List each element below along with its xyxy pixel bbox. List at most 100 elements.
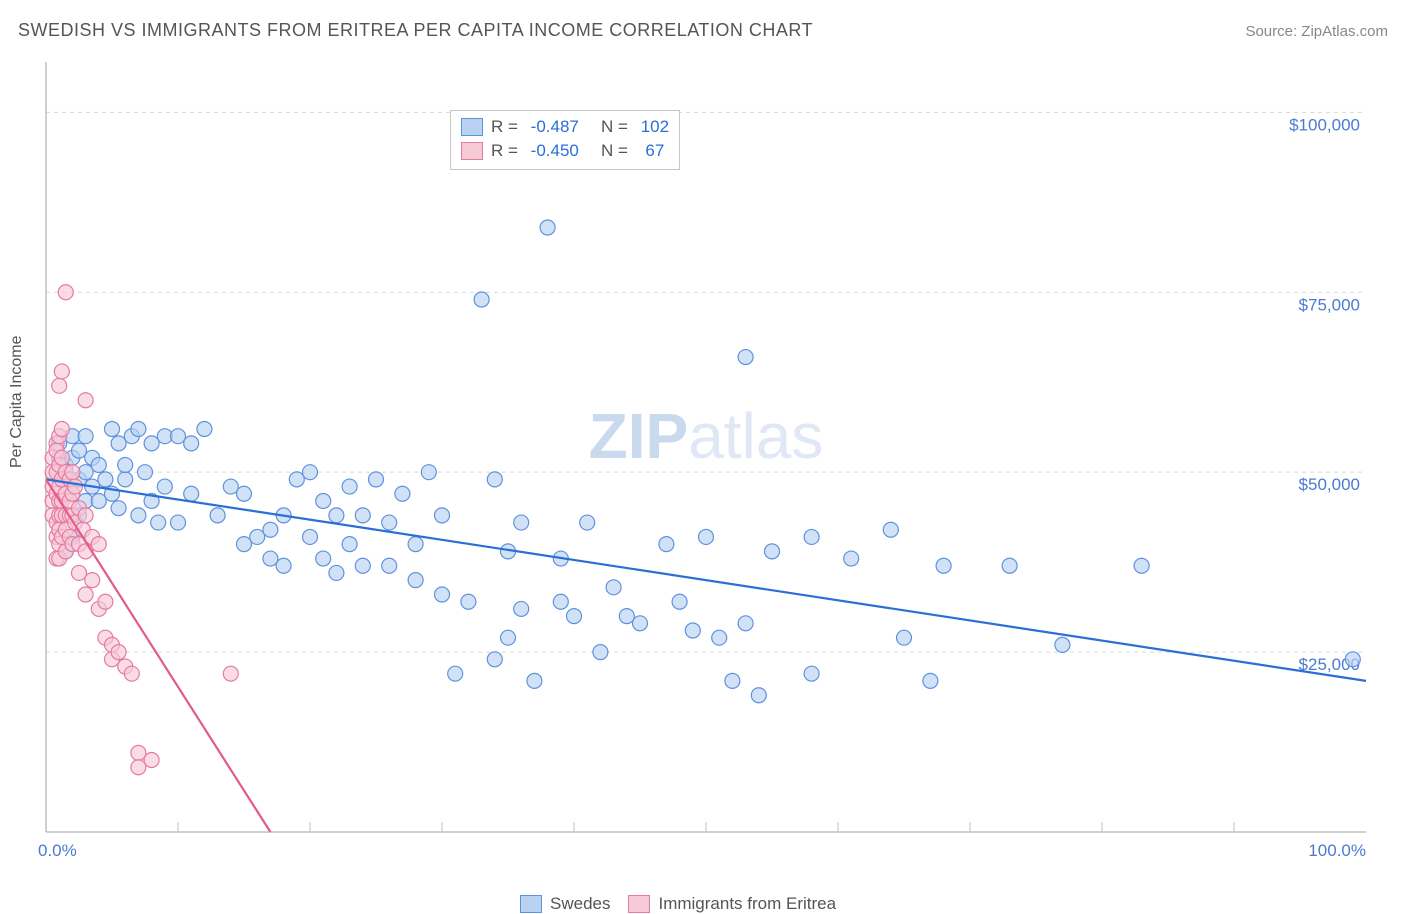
data-point [765,544,780,559]
data-point [725,673,740,688]
data-point [408,537,423,552]
data-point [619,609,634,624]
scatter-chart: $25,000$50,000$75,000$100,000ZIPatlas0.0… [0,48,1406,892]
data-point [461,594,476,609]
data-point [382,558,397,573]
data-point [527,673,542,688]
data-point [131,422,146,437]
data-point [118,472,133,487]
data-point [606,580,621,595]
data-point [157,479,172,494]
trend-line [46,479,270,832]
legend-item: Immigrants from Eritrea [628,894,836,914]
x-tick-label: 0.0% [38,841,77,860]
data-point [435,508,450,523]
legend-swatch [461,118,483,136]
data-point [659,537,674,552]
data-point [804,529,819,544]
data-point [65,465,80,480]
data-point [184,486,199,501]
data-point [131,745,146,760]
data-point [91,457,106,472]
data-point [751,688,766,703]
data-point [936,558,951,573]
data-point [250,529,265,544]
data-point [138,465,153,480]
data-point [553,594,568,609]
data-point [171,515,186,530]
trend-line [46,479,1366,680]
data-point [237,486,252,501]
data-point [1002,558,1017,573]
data-point [144,436,159,451]
data-point [276,558,291,573]
legend-label: Immigrants from Eritrea [658,894,836,914]
data-point [355,508,370,523]
data-point [111,501,126,516]
series-legend: Swedes Immigrants from Eritrea [520,894,836,914]
data-point [85,573,100,588]
data-point [633,616,648,631]
data-point [78,508,93,523]
data-point [303,529,318,544]
data-point [78,587,93,602]
legend-swatch [520,895,542,913]
x-tick-label: 100.0% [1308,841,1366,860]
data-point [52,378,67,393]
data-point [923,673,938,688]
data-point [738,350,753,365]
stats-row: R = -0.450 N = 67 [461,139,669,163]
data-point [1134,558,1149,573]
stats-row: R = -0.487 N = 102 [461,115,669,139]
data-point [91,493,106,508]
legend-swatch [628,895,650,913]
data-point [804,666,819,681]
data-point [487,652,502,667]
data-point [567,609,582,624]
data-point [712,630,727,645]
correlation-stats-box: R = -0.487 N = 102R = -0.450 N = 67 [450,110,680,170]
data-point [54,450,69,465]
data-point [593,645,608,660]
data-point [487,472,502,487]
data-point [223,479,238,494]
data-point [342,537,357,552]
data-point [699,529,714,544]
data-point [421,465,436,480]
data-point [329,565,344,580]
y-tick-label: $75,000 [1299,295,1360,314]
legend-label: Swedes [550,894,610,914]
data-point [448,666,463,681]
data-point [501,630,516,645]
data-point [171,429,186,444]
data-point [844,551,859,566]
data-point [197,422,212,437]
data-point [1055,637,1070,652]
data-point [72,565,87,580]
data-point [329,508,344,523]
data-point [342,479,357,494]
data-point [78,429,93,444]
data-point [474,292,489,307]
y-tick-label: $50,000 [1299,475,1360,494]
data-point [263,522,278,537]
data-point [580,515,595,530]
data-point [382,515,397,530]
data-point [289,472,304,487]
data-point [237,537,252,552]
data-point [672,594,687,609]
data-point [210,508,225,523]
data-point [316,493,331,508]
legend-swatch [461,142,483,160]
data-point [111,645,126,660]
data-point [68,479,83,494]
data-point [223,666,238,681]
data-point [58,285,73,300]
data-point [514,601,529,616]
data-point [435,587,450,602]
data-point [883,522,898,537]
y-tick-label: $100,000 [1289,115,1360,134]
data-point [514,515,529,530]
data-point [369,472,384,487]
data-point [118,457,133,472]
